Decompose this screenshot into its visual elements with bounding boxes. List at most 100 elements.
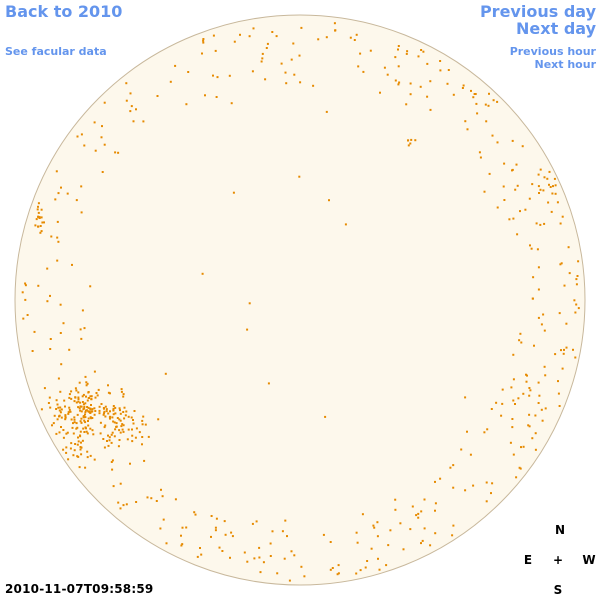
facula-point (260, 60, 263, 63)
facula-point (483, 431, 486, 434)
facula-point (64, 414, 67, 417)
see-facular-data-link[interactable]: See facular data (5, 45, 107, 58)
facula-point (130, 416, 133, 419)
facula-point (285, 82, 288, 85)
facula-point (560, 262, 563, 265)
facula-point (269, 542, 272, 545)
facula-point (82, 393, 85, 396)
facula-point (114, 406, 117, 409)
facula-point (324, 415, 327, 418)
facula-point (230, 102, 233, 105)
facula-point (103, 410, 106, 413)
facula-point (269, 555, 272, 557)
facula-point (575, 303, 578, 306)
facula-point (288, 579, 291, 582)
facula-point (397, 48, 399, 51)
facula-point (202, 39, 205, 42)
facula-markers (21, 22, 580, 582)
facula-point (89, 412, 92, 414)
facula-point (246, 328, 249, 331)
facula-point (364, 566, 367, 569)
back-to-year-link[interactable]: Back to 2010 (5, 2, 123, 21)
facula-point (69, 447, 72, 450)
facula-point (112, 413, 115, 416)
facula-point (77, 400, 80, 403)
facula-point (421, 539, 424, 542)
previous-hour-link[interactable]: Previous hour (509, 45, 596, 58)
facula-point (349, 36, 352, 39)
facula-point (86, 450, 89, 453)
facula-point (528, 425, 531, 428)
facula-point (212, 74, 214, 77)
facula-point (397, 65, 400, 68)
facula-point (77, 406, 80, 409)
facula-point (55, 432, 58, 435)
facula-point (185, 526, 188, 529)
facula-point (300, 26, 303, 29)
facula-point (488, 92, 490, 95)
facula-point (535, 222, 538, 225)
facula-point (420, 542, 422, 545)
previous-day-link[interactable]: Previous day (479, 2, 596, 21)
facula-point (72, 432, 75, 435)
facula-point (106, 440, 108, 442)
facula-point (517, 397, 520, 400)
facula-point (59, 406, 62, 409)
facula-point (447, 69, 450, 71)
facula-point (259, 571, 262, 574)
facula-point (509, 441, 512, 444)
facula-point (536, 248, 539, 251)
facula-point (543, 176, 546, 179)
facula-point (239, 33, 241, 36)
facula-point (426, 62, 429, 65)
facula-point (490, 408, 493, 410)
facula-point (82, 416, 85, 419)
facula-point (118, 439, 121, 441)
facula-point (79, 420, 82, 423)
facula-point (246, 560, 249, 563)
facula-point (62, 429, 65, 431)
facula-point (510, 386, 513, 389)
facula-point (567, 246, 570, 249)
facula-point (117, 151, 120, 154)
facula-point (554, 184, 557, 187)
facula-point (474, 93, 477, 95)
facula-point (89, 454, 92, 457)
facula-point (556, 201, 559, 204)
facula-point (56, 236, 59, 239)
facula-point (122, 424, 125, 427)
facula-point (43, 387, 46, 390)
facula-point (39, 231, 42, 234)
facula-point (299, 81, 302, 84)
facula-point (397, 83, 400, 86)
facula-point (334, 29, 337, 32)
facula-point (135, 427, 138, 430)
facula-point (522, 445, 525, 448)
facula-point (121, 423, 124, 426)
facula-point (439, 477, 442, 480)
facula-point (548, 183, 550, 186)
facula-point (214, 529, 217, 532)
facula-point (554, 353, 557, 356)
facula-point (70, 442, 73, 445)
next-day-link[interactable]: Next day (516, 19, 596, 38)
facula-point (379, 91, 381, 94)
facula-point (64, 415, 67, 418)
facula-point (79, 446, 82, 448)
facula-point (275, 35, 278, 38)
facula-point (111, 468, 114, 471)
facula-point (105, 408, 108, 411)
facula-point (512, 353, 515, 356)
facula-point (81, 439, 84, 442)
next-hour-link[interactable]: Next hour (534, 58, 597, 71)
facula-point (76, 135, 79, 138)
facula-point (119, 507, 122, 510)
facula-point (84, 411, 87, 414)
facula-point (501, 402, 504, 405)
facula-point (529, 389, 532, 392)
facula-point (111, 459, 114, 462)
compass-north-label: N (554, 523, 566, 537)
facula-point (423, 527, 426, 530)
facula-point (527, 424, 530, 427)
facula-point (104, 424, 107, 427)
